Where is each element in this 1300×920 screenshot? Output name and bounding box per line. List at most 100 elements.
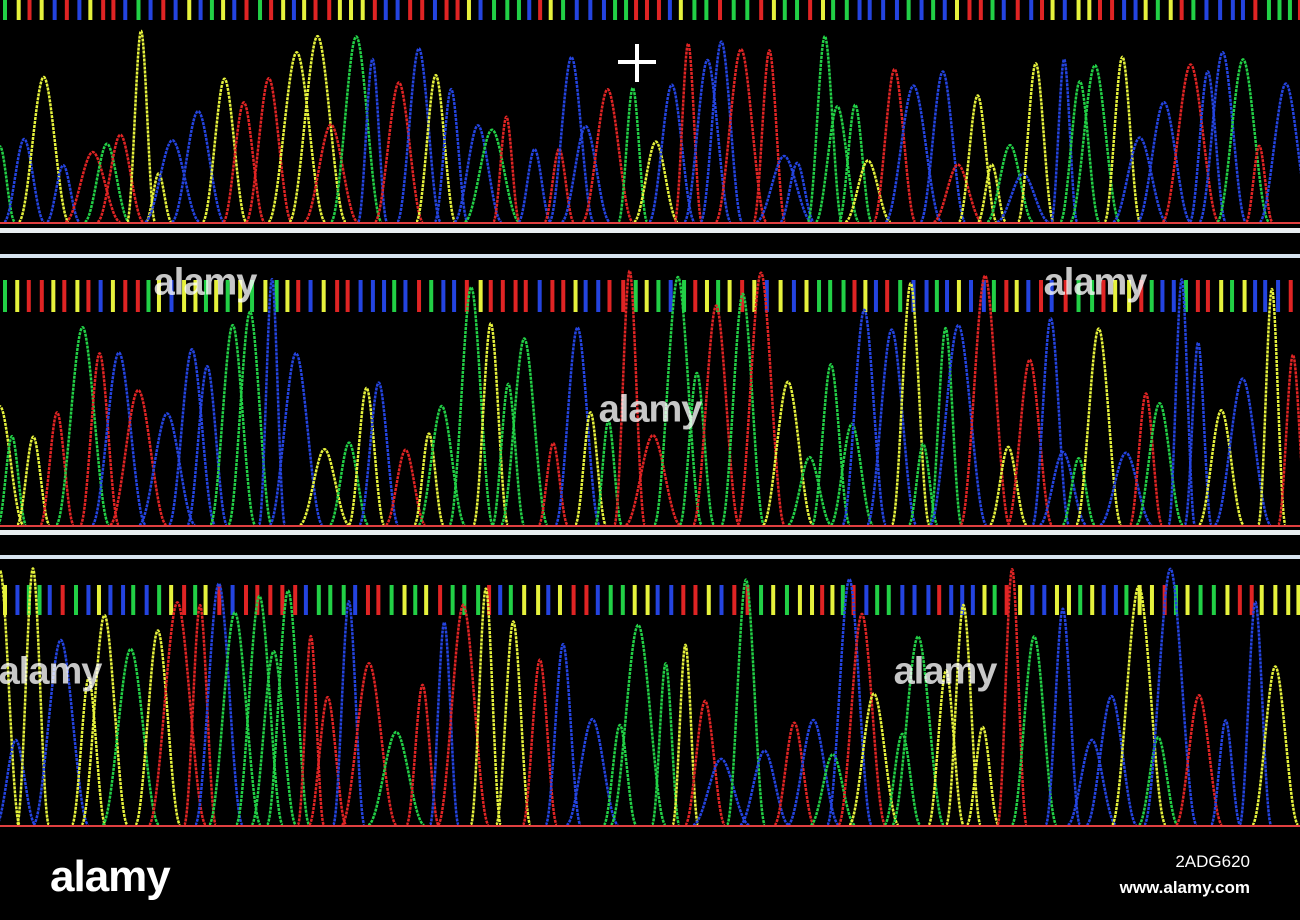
base-call-tick	[360, 0, 365, 20]
base-call-tick	[1097, 0, 1102, 20]
trace-peak	[919, 70, 967, 224]
trace-peak	[1085, 694, 1138, 827]
trace-peak	[1074, 327, 1123, 527]
base-call-tick	[232, 0, 237, 20]
base-call-tick	[817, 280, 822, 312]
trace-peak	[244, 76, 293, 224]
base-call-tick	[926, 585, 931, 615]
trace-peak	[347, 386, 386, 527]
trace-peak	[1136, 100, 1192, 224]
trace-peak	[137, 412, 197, 527]
base-call-tick	[970, 585, 975, 615]
trace-peak	[80, 613, 129, 827]
base-call-tick	[1062, 0, 1067, 20]
trace-peak	[144, 172, 173, 224]
trace-peak	[755, 154, 813, 224]
footer: alamy 2ADG620 www.alamy.com	[0, 830, 1300, 920]
base-call-tick	[820, 585, 825, 615]
trace-peak	[134, 629, 182, 827]
base-call-tick	[693, 280, 698, 312]
base-call-tick	[123, 280, 128, 312]
base-call-tick	[438, 585, 443, 615]
base-call-tick	[573, 280, 578, 312]
trace-peak	[786, 455, 833, 527]
base-call-tick	[1204, 0, 1209, 20]
trace-peak	[841, 308, 888, 527]
trace-peak	[517, 147, 552, 224]
trace-peak	[537, 441, 569, 527]
base-call-tick	[727, 280, 732, 312]
base-call-tick	[752, 280, 757, 312]
base-call-tick	[98, 280, 103, 312]
base-call-tick	[595, 585, 600, 615]
base-call-tick	[328, 585, 333, 615]
base-call-tick	[668, 280, 673, 312]
trace-peak	[1161, 63, 1221, 224]
base-call-tick	[1230, 0, 1235, 20]
base-call-tick	[949, 585, 954, 615]
base-call-tick	[335, 280, 340, 312]
base-call-tick	[678, 0, 683, 20]
chromatogram	[0, 0, 1300, 827]
base-call-tick	[441, 280, 446, 312]
base-call-tick	[613, 0, 618, 20]
base-call-tick	[1063, 280, 1068, 312]
trace-peak	[366, 730, 426, 827]
base-call-tick	[791, 280, 796, 312]
trace-peak	[167, 348, 217, 527]
trace-peak	[0, 738, 37, 827]
base-call-tick	[1237, 585, 1242, 615]
base-call-tick	[620, 585, 625, 615]
trace-peak	[1215, 58, 1271, 224]
base-call-tick	[376, 585, 381, 615]
trace-peak	[494, 620, 532, 827]
base-call-tick	[1160, 280, 1165, 312]
base-call-tick	[1001, 0, 1006, 20]
trace-peak	[45, 163, 81, 224]
trace-peak	[1049, 58, 1079, 224]
trace-peak	[1044, 607, 1082, 827]
base-call-tick	[550, 280, 555, 312]
trace-peak	[15, 435, 51, 527]
base-call-tick	[466, 0, 471, 20]
base-call-tick	[934, 280, 939, 312]
base-call-tick	[536, 585, 541, 615]
base-call-tick	[1273, 585, 1278, 615]
base-call-tick	[1195, 280, 1200, 312]
base-call-tick	[704, 0, 709, 20]
image-id: 2ADG620	[1175, 852, 1250, 871]
base-call-tick	[488, 280, 493, 312]
trace-peak	[257, 277, 287, 527]
base-call-tick	[924, 280, 929, 312]
watermark: alamy	[598, 388, 703, 431]
base-call-tick	[349, 0, 354, 20]
trace-peak	[221, 101, 266, 224]
base-call-tick	[16, 0, 21, 20]
base-call-tick	[1004, 280, 1009, 312]
base-call-tick	[1149, 585, 1154, 615]
trace-peak	[521, 658, 559, 827]
base-call-tick	[1240, 0, 1245, 20]
base-call-tick	[182, 280, 187, 312]
base-call-tick	[1287, 0, 1292, 20]
trace-peak	[602, 723, 638, 827]
base-call-tick	[487, 585, 492, 615]
base-call-tick	[898, 280, 903, 312]
base-call-tick	[358, 280, 363, 312]
base-call-tick	[655, 585, 660, 615]
watermark: alamy	[893, 650, 998, 693]
base-call-tick	[214, 280, 219, 312]
base-call-tick	[588, 0, 593, 20]
trace-peak	[985, 143, 1035, 224]
trace-peak	[79, 352, 121, 527]
base-call-tick	[804, 280, 809, 312]
trace-peak	[373, 81, 425, 224]
trace-peak	[825, 577, 873, 827]
trace-peak	[452, 124, 503, 224]
base-call-tick	[1276, 280, 1281, 312]
trace-peak	[884, 84, 943, 224]
trace-peak	[778, 161, 816, 224]
base-call-tick	[731, 0, 736, 20]
base-call-tick	[828, 280, 833, 312]
trace-peak	[491, 382, 526, 527]
